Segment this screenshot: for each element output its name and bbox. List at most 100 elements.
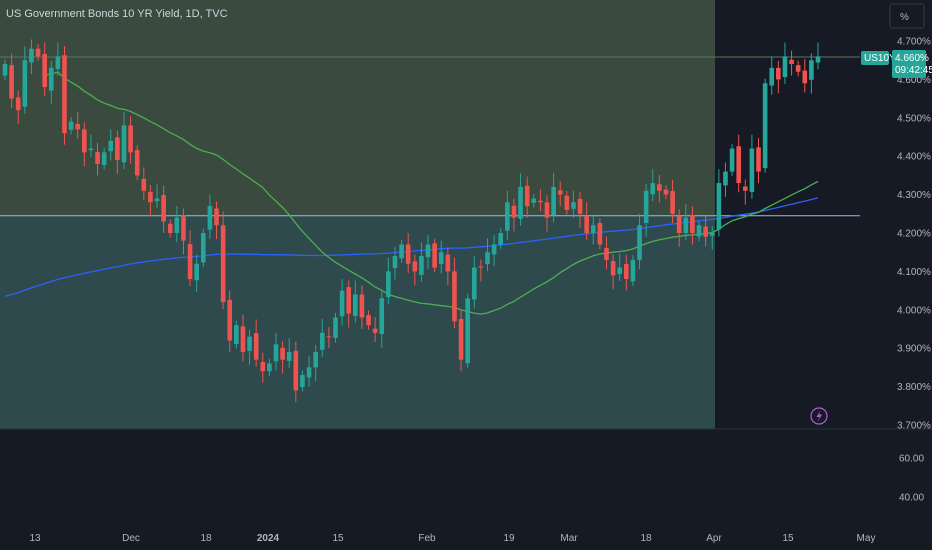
candle-body[interactable] <box>795 65 801 72</box>
candle-body[interactable] <box>68 121 74 130</box>
candle-body[interactable] <box>55 56 61 70</box>
candle-body[interactable] <box>121 125 127 163</box>
candle-body[interactable] <box>637 225 642 260</box>
candle-body[interactable] <box>617 267 623 275</box>
candle-body[interactable] <box>412 261 418 272</box>
candle-body[interactable] <box>670 191 675 214</box>
candle-body[interactable] <box>597 223 603 245</box>
candle-body[interactable] <box>498 233 504 245</box>
candle-body[interactable] <box>749 148 755 192</box>
candle-body[interactable] <box>782 56 788 78</box>
candle-body[interactable] <box>200 233 206 263</box>
candle-body[interactable] <box>260 362 266 372</box>
candle-body[interactable] <box>452 271 457 322</box>
candle-body[interactable] <box>399 244 404 259</box>
candle-body[interactable] <box>386 271 391 298</box>
candle-body[interactable] <box>709 233 715 236</box>
candle-body[interactable] <box>438 252 444 265</box>
candle-body[interactable] <box>95 151 100 164</box>
candle-body[interactable] <box>207 206 213 230</box>
candle-body[interactable] <box>62 55 67 134</box>
ma-green-line[interactable] <box>44 71 819 315</box>
candle-body[interactable] <box>802 70 808 84</box>
candle-body[interactable] <box>478 266 484 268</box>
candle-body[interactable] <box>253 333 259 360</box>
candle-body[interactable] <box>214 208 219 226</box>
lightning-icon[interactable] <box>810 407 828 425</box>
candle-body[interactable] <box>716 183 722 230</box>
candle-body[interactable] <box>789 59 794 65</box>
candle-body[interactable] <box>776 67 781 80</box>
candle-body[interactable] <box>128 125 133 153</box>
candle-body[interactable] <box>419 256 424 275</box>
candle-body[interactable] <box>756 147 761 172</box>
candle-body[interactable] <box>194 263 199 281</box>
candle-body[interactable] <box>379 298 385 334</box>
candle-body[interactable] <box>683 217 689 233</box>
candle-body[interactable] <box>769 67 775 86</box>
candle-body[interactable] <box>101 152 107 166</box>
candle-body[interactable] <box>220 225 226 303</box>
candle-body[interactable] <box>696 225 702 237</box>
candle-body[interactable] <box>154 198 160 202</box>
candle-body[interactable] <box>485 252 490 265</box>
candle-body[interactable] <box>643 190 649 224</box>
candle-body[interactable] <box>366 315 371 326</box>
candle-body[interactable] <box>551 186 556 216</box>
candle-body[interactable] <box>267 363 272 372</box>
candle-body[interactable] <box>809 60 814 80</box>
candle-body[interactable] <box>729 148 735 172</box>
candle-body[interactable] <box>319 332 325 350</box>
candle-body[interactable] <box>736 146 741 184</box>
candle-body[interactable] <box>544 202 550 218</box>
candle-body[interactable] <box>22 60 28 107</box>
candle-body[interactable] <box>531 198 537 203</box>
candle-body[interactable] <box>742 186 748 191</box>
candle-body[interactable] <box>690 215 695 233</box>
indicator-y-axis[interactable]: 60.00 40.00 <box>899 454 924 504</box>
candle-body[interactable] <box>584 216 589 233</box>
candle-body[interactable] <box>703 226 708 237</box>
candle-body[interactable] <box>48 67 54 91</box>
candle-body[interactable] <box>247 336 252 351</box>
candle-body[interactable] <box>762 83 768 169</box>
candle-body[interactable] <box>564 195 570 210</box>
candle-body[interactable] <box>610 261 616 276</box>
candle-body[interactable] <box>240 326 246 353</box>
candle-body[interactable] <box>577 198 583 214</box>
candle-body[interactable] <box>346 287 352 314</box>
candle-body[interactable] <box>181 215 186 241</box>
candle-body[interactable] <box>405 244 411 264</box>
candle-body[interactable] <box>505 202 510 231</box>
candle-body[interactable] <box>286 352 292 361</box>
candle-body[interactable] <box>630 259 636 282</box>
candle-body[interactable] <box>458 319 464 360</box>
candle-body[interactable] <box>676 216 682 233</box>
candle-body[interactable] <box>88 148 94 151</box>
candle-body[interactable] <box>471 267 477 300</box>
candle-body[interactable] <box>590 225 596 233</box>
candle-body[interactable] <box>134 150 140 176</box>
candle-body[interactable] <box>9 65 14 99</box>
unit-button[interactable]: % <box>889 3 925 29</box>
candle-body[interactable] <box>42 54 47 88</box>
candle-body[interactable] <box>432 243 437 268</box>
candle-body[interactable] <box>392 256 398 268</box>
x-axis[interactable]: 13 Dec 18 2024 15 Feb 19 Mar 18 Apr 15 May <box>29 533 875 544</box>
candle-body[interactable] <box>293 350 299 391</box>
candle-body[interactable] <box>663 189 669 195</box>
candle-body[interactable] <box>524 185 530 207</box>
ma-blue-line[interactable] <box>4 197 819 298</box>
candle-body[interactable] <box>571 202 576 209</box>
candle-body[interactable] <box>657 184 662 191</box>
candle-body[interactable] <box>326 336 332 338</box>
candle-body[interactable] <box>557 190 563 195</box>
candle-body[interactable] <box>333 317 338 338</box>
candle-body[interactable] <box>174 217 180 233</box>
candle-body[interactable] <box>29 48 34 63</box>
candle-body[interactable] <box>650 183 656 195</box>
candle-body[interactable] <box>187 244 193 280</box>
candle-body[interactable] <box>306 367 312 378</box>
candle-body[interactable] <box>15 97 21 111</box>
candle-body[interactable] <box>491 244 497 255</box>
